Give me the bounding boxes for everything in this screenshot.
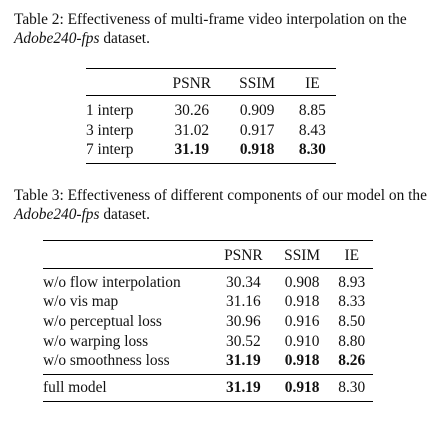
psnr-cell: 31.19 [174, 141, 210, 158]
table-row: 1 interp 30.26 0.909 8.85 [86, 96, 336, 121]
table3-caption-suffix: dataset. [99, 206, 150, 223]
row-label: w/o perceptual loss [43, 313, 162, 330]
table3-header-ssim: SSIM [284, 247, 321, 264]
ssim-cell: 0.916 [284, 313, 320, 330]
row-label: 3 interp [86, 121, 134, 139]
table2-caption-dataset: Adobe240-fps [14, 30, 100, 47]
table3-header-row: PSNR SSIM IE [43, 241, 373, 269]
table3-caption-dataset: Adobe240-fps [14, 206, 100, 223]
ssim-cell: 0.917 [239, 121, 275, 139]
row-label: full model [43, 379, 107, 396]
table3-caption: Table 3: Effectiveness of different comp… [14, 186, 434, 224]
table2-caption-suffix: dataset. [99, 30, 150, 47]
table-row-full-model: full model 31.19 0.918 8.30 [43, 375, 373, 402]
row-label: 1 interp [86, 102, 134, 119]
table-row: w/o perceptual loss 30.96 0.916 8.50 [43, 312, 373, 332]
row-label: w/o smoothness loss [43, 352, 170, 369]
psnr-cell: 31.19 [226, 352, 261, 369]
table-row: w/o vis map 31.16 0.918 8.33 [43, 292, 373, 312]
table2: PSNR SSIM IE 1 interp 30.26 0.909 8.85 3… [86, 68, 336, 164]
table2-header-ssim: SSIM [239, 74, 276, 92]
psnr-cell: 31.19 [226, 379, 261, 396]
ie-cell: 8.85 [298, 102, 326, 119]
table3-header-blank [43, 241, 213, 269]
ssim-cell: 0.910 [284, 333, 320, 350]
ie-cell: 8.80 [338, 333, 366, 350]
row-label: w/o warping loss [43, 333, 149, 350]
psnr-cell: 31.16 [226, 293, 261, 310]
row-label: 7 interp [86, 141, 134, 158]
ssim-cell: 0.918 [284, 379, 320, 396]
ie-cell: 8.50 [338, 313, 366, 330]
ssim-cell: 0.918 [239, 141, 275, 158]
ie-cell: 8.93 [338, 274, 366, 291]
table2-header-blank [86, 69, 158, 96]
table3-caption-prefix: Table 3: Effectiveness of different comp… [14, 187, 427, 204]
ie-cell: 8.33 [338, 293, 366, 310]
ssim-cell: 0.908 [284, 274, 320, 291]
row-label: w/o flow interpolation [43, 274, 181, 291]
table-row: 3 interp 31.02 0.917 8.43 [86, 120, 336, 141]
table2-caption: Table 2: Effectiveness of multi-frame vi… [14, 10, 434, 48]
table-row: w/o warping loss 30.52 0.910 8.80 [43, 332, 373, 352]
ie-cell: 8.30 [338, 379, 366, 396]
ssim-cell: 0.918 [284, 352, 320, 369]
table3: PSNR SSIM IE w/o flow interpolation 30.3… [43, 240, 373, 402]
psnr-cell: 30.26 [174, 102, 210, 119]
table2-header-psnr: PSNR [172, 74, 212, 92]
table3-header-psnr: PSNR [224, 247, 263, 264]
ssim-cell: 0.918 [284, 293, 320, 310]
psnr-cell: 30.96 [226, 313, 261, 330]
table2-caption-prefix: Table 2: Effectiveness of multi-frame vi… [14, 11, 407, 28]
table-row: w/o flow interpolation 30.34 0.908 8.93 [43, 269, 373, 293]
ie-cell: 8.30 [298, 141, 326, 158]
table2-header-row: PSNR SSIM IE [86, 69, 336, 96]
ie-cell: 8.43 [298, 121, 326, 139]
ie-cell: 8.26 [338, 352, 366, 369]
table-row: 7 interp 31.19 0.918 8.30 [86, 141, 336, 164]
psnr-cell: 30.52 [226, 333, 261, 350]
psnr-cell: 30.34 [226, 274, 261, 291]
table3-header-ie: IE [344, 247, 359, 264]
row-label: w/o vis map [43, 293, 119, 310]
table-row: w/o smoothness loss 31.19 0.918 8.26 [43, 352, 373, 375]
psnr-cell: 31.02 [174, 121, 210, 139]
ssim-cell: 0.909 [239, 102, 275, 119]
table2-header-ie: IE [305, 74, 320, 92]
